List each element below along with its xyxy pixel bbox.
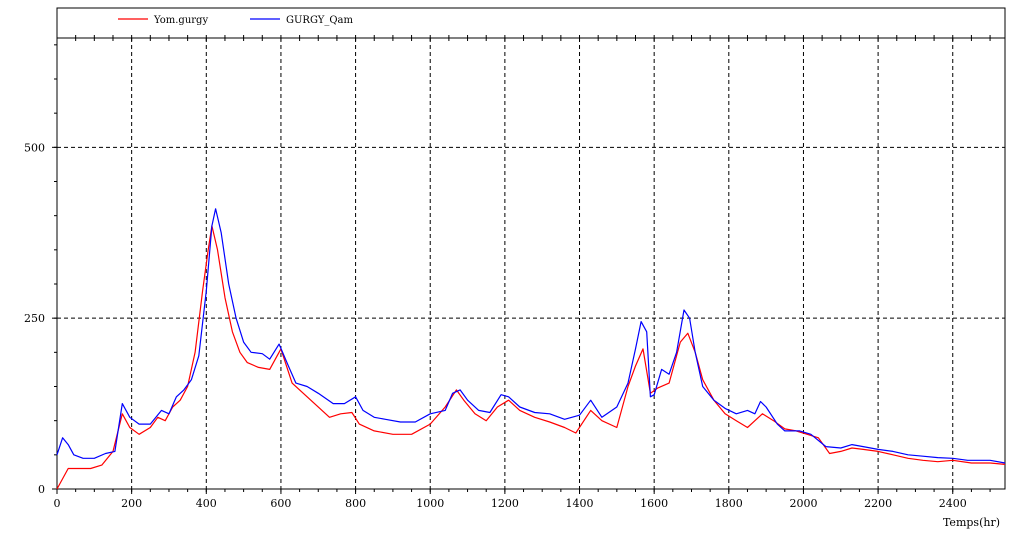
x-tick-label: 1600 [640,497,668,510]
x-tick-label: 1400 [566,497,594,510]
y-tick-label: 0 [38,483,45,496]
x-tick-label: 0 [54,497,61,510]
x-tick-label: 2200 [864,497,892,510]
legend: Yom.gurgy GURGY_Qam [118,15,354,26]
y-tick-label: 250 [24,312,45,325]
x-tick-label: 2000 [789,497,817,510]
series-line-1 [56,208,1006,464]
x-tick-label: 1800 [715,497,743,510]
x-tick-label: 1000 [416,497,444,510]
x-tick-label: 600 [270,497,291,510]
tick-labels: 0 200 400 600 800 1000 1200 1400 1600 1800 2000 220… [24,141,1000,529]
x-tick-label: 2400 [939,497,967,510]
legend-label: GURGY_Qam [286,15,354,26]
x-tick-label: 400 [196,497,217,510]
series-lines [56,208,1006,490]
x-tick-label: 800 [345,497,366,510]
x-tick-label: 1200 [491,497,519,510]
x-axis-title: Temps(hr) [943,516,1000,529]
x-tick-label: 200 [121,497,142,510]
legend-label: Yom.gurgy [153,15,208,26]
y-tick-label: 500 [24,141,45,154]
plot-frame [56,7,1006,490]
series-line-0 [56,225,1006,490]
axes [52,7,1006,494]
